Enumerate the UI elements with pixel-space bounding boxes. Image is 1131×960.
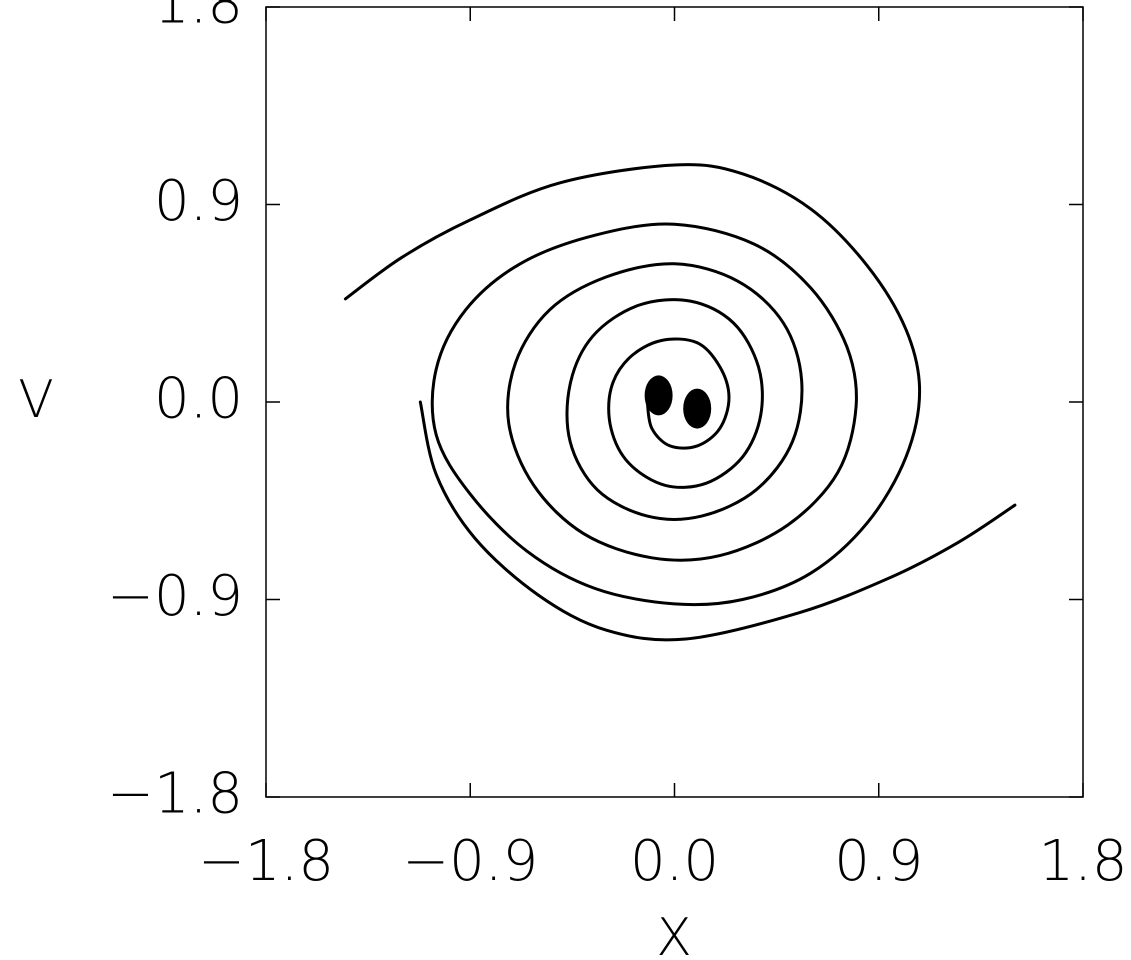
series-group bbox=[343, 163, 1017, 642]
plot-frame bbox=[265, 6, 1084, 798]
y-tick-label: −1.8 bbox=[107, 761, 243, 826]
x-tick-label: 0.9 bbox=[834, 829, 923, 894]
attractor-blob-1 bbox=[644, 375, 673, 416]
x-tick-label: −0.9 bbox=[402, 829, 538, 894]
series-line-1 bbox=[343, 163, 922, 607]
tick-marks bbox=[265, 6, 1084, 798]
x-tick-labels: −1.8 −0.9 0.0 0.9 1.8 bbox=[198, 829, 1128, 894]
x-tick-label: 1.8 bbox=[1038, 829, 1127, 894]
y-axis-title: V bbox=[18, 370, 54, 430]
y-tick-labels: −1.8 −0.9 0.0 0.9 1.8 bbox=[107, 0, 243, 826]
y-tick-label: 0.0 bbox=[154, 366, 243, 431]
series-line-2 bbox=[418, 400, 1017, 642]
y-tick-label: 0.9 bbox=[154, 169, 243, 234]
y-tick-label: −0.9 bbox=[107, 564, 243, 629]
x-axis-title: X bbox=[656, 908, 692, 960]
x-tick-label: 0.0 bbox=[630, 829, 719, 894]
attractor-blob-2 bbox=[683, 388, 712, 429]
y-tick-label: 1.8 bbox=[154, 0, 243, 36]
x-tick-label: −1.8 bbox=[198, 829, 334, 894]
